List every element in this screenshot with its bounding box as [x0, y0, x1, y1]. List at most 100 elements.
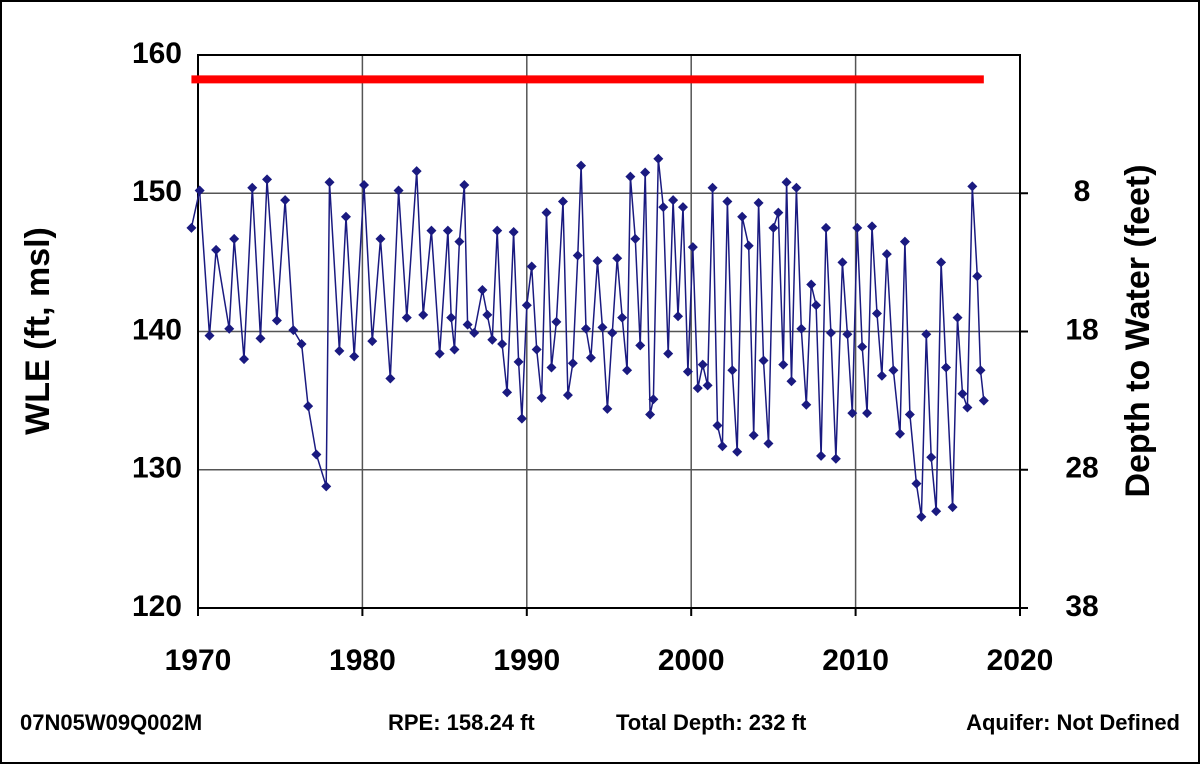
data-point — [334, 345, 345, 356]
data-point — [957, 388, 968, 399]
y-tick-label: 120 — [132, 590, 182, 623]
data-point — [247, 182, 258, 193]
plot-border — [197, 54, 1021, 609]
data-point — [546, 362, 557, 373]
data-point — [857, 341, 868, 352]
data-point — [658, 202, 669, 213]
data-point — [952, 312, 963, 323]
data-point — [271, 315, 282, 326]
data-point — [502, 387, 513, 398]
data-point — [446, 312, 457, 323]
data-point — [911, 478, 922, 489]
data-point — [727, 365, 738, 376]
data-point — [768, 222, 779, 233]
data-point — [567, 358, 578, 369]
data-point — [663, 348, 674, 359]
data-point — [401, 312, 412, 323]
y-tick-label: 130 — [132, 452, 182, 485]
data-point — [876, 370, 887, 381]
data-point — [576, 160, 587, 171]
data-point — [359, 179, 370, 190]
data-point — [311, 449, 322, 460]
data-point — [204, 330, 215, 341]
data-point — [842, 329, 853, 340]
data-point — [617, 312, 628, 323]
data-point — [778, 359, 789, 370]
data-point — [931, 506, 942, 517]
data-point — [487, 334, 498, 345]
data-point — [926, 452, 937, 463]
data-point — [796, 323, 807, 334]
data-point — [580, 323, 591, 334]
data-point — [516, 413, 527, 424]
data-point — [921, 329, 932, 340]
data-point — [653, 153, 664, 164]
data-point — [526, 261, 537, 272]
data-point — [773, 207, 784, 218]
data-point — [602, 403, 613, 414]
data-point — [781, 177, 792, 188]
data-point — [454, 236, 465, 247]
data-point — [612, 253, 623, 264]
data-point — [572, 250, 583, 261]
data-point — [697, 359, 708, 370]
data-point — [899, 236, 910, 247]
data-point — [321, 481, 332, 492]
data-point — [888, 365, 899, 376]
y2-tick-label: 38 — [1065, 590, 1098, 623]
x-tick-label: 2010 — [822, 644, 889, 677]
y2-axis-title: Depth to Water (feet) — [1119, 164, 1157, 497]
data-point — [967, 181, 978, 192]
data-point — [393, 185, 404, 196]
data-point — [837, 257, 848, 268]
data-point — [811, 300, 822, 311]
data-point — [324, 177, 335, 188]
data-point — [229, 233, 240, 244]
series-line — [190, 158, 985, 517]
y2-tick-label: 18 — [1065, 313, 1098, 346]
data-point — [830, 453, 841, 464]
data-point — [462, 319, 473, 330]
data-point — [340, 211, 351, 222]
x-tick-label: 1980 — [329, 644, 396, 677]
y-axis-title: WLE (ft, msl) — [19, 227, 57, 435]
data-point — [673, 311, 684, 322]
data-point — [640, 167, 651, 178]
data-point — [482, 309, 493, 320]
data-point — [668, 195, 679, 206]
data-point — [978, 395, 989, 406]
data-point — [962, 402, 973, 413]
data-point — [597, 322, 608, 333]
data-point — [682, 366, 693, 377]
data-point — [862, 408, 873, 419]
data-point — [280, 195, 291, 206]
x-tick-label: 2000 — [658, 644, 725, 677]
data-point — [635, 340, 646, 351]
data-point — [816, 450, 827, 461]
data-point — [916, 511, 927, 522]
y-tick-label: 140 — [132, 313, 182, 346]
data-point — [707, 182, 718, 193]
y2-tick-label: 28 — [1065, 452, 1098, 485]
data-point — [743, 240, 754, 251]
data-point — [801, 399, 812, 410]
data-point — [972, 271, 983, 282]
data-point — [630, 233, 641, 244]
data-point — [434, 348, 445, 359]
data-point — [288, 325, 299, 336]
data-point — [442, 225, 453, 236]
data-point — [702, 380, 713, 391]
data-point — [521, 300, 532, 311]
x-tick-label: 2020 — [987, 644, 1054, 677]
data-point — [186, 222, 197, 233]
data-point — [607, 327, 618, 338]
data-point — [722, 196, 733, 207]
total-depth: Total Depth: 232 ft — [616, 710, 807, 735]
data-point — [737, 211, 748, 222]
y2-tick-label: 8 — [1074, 175, 1091, 208]
data-point — [497, 338, 508, 349]
data-point — [562, 390, 573, 401]
data-point — [418, 309, 429, 320]
data-point — [239, 354, 250, 365]
data-point — [677, 202, 688, 213]
